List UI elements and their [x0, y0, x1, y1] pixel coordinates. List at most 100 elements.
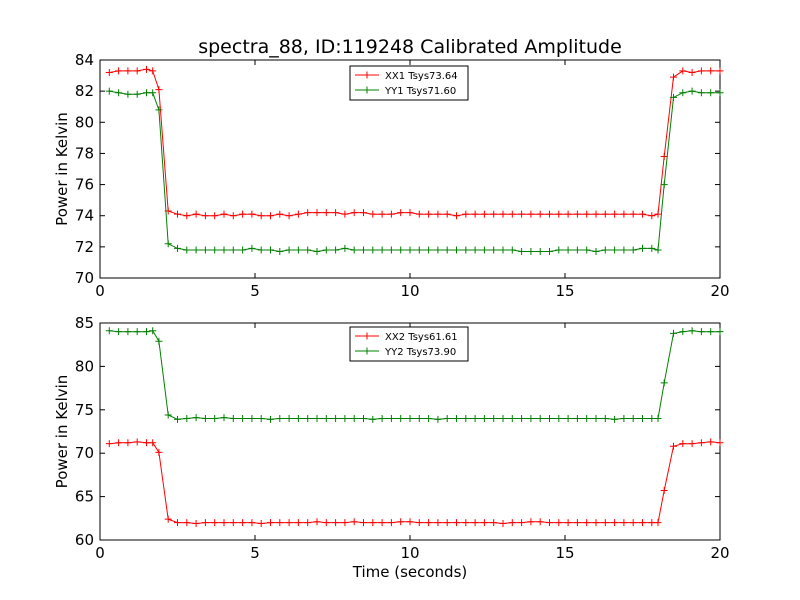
- data-point: [313, 248, 321, 256]
- data-point: [688, 68, 696, 76]
- data-point: [425, 519, 433, 527]
- data-point: [124, 439, 132, 447]
- data-point: [397, 518, 405, 526]
- data-point: [248, 244, 256, 252]
- data-point: [369, 246, 377, 254]
- data-point: [471, 210, 479, 218]
- legend: XX1 Tsys73.64 YY1 Tsys71.60: [349, 65, 469, 101]
- data-point: [564, 210, 572, 218]
- data-point: [555, 210, 563, 218]
- data-point: [601, 246, 609, 254]
- y-tick-label: 82: [75, 82, 94, 100]
- data-point: [707, 89, 715, 97]
- y-tick-label: 80: [75, 357, 94, 375]
- x-tick-label: 5: [250, 544, 260, 562]
- data-point: [434, 246, 442, 254]
- data-point: [201, 414, 209, 422]
- data-point: [304, 209, 312, 217]
- data-point: [239, 519, 247, 527]
- data-point: [425, 210, 433, 218]
- legend-label: YY2 Tsys73.90: [384, 347, 456, 358]
- data-point: [164, 240, 172, 248]
- data-point: [285, 519, 293, 527]
- legend: XX2 Tsys61.61 YY2 Tsys73.90: [349, 326, 469, 362]
- data-point: [248, 210, 256, 218]
- data-point: [536, 210, 544, 218]
- data-point: [629, 210, 637, 218]
- data-point: [115, 328, 123, 336]
- series-2: [105, 327, 724, 423]
- data-point: [499, 246, 507, 254]
- data-point: [155, 448, 163, 456]
- data-point: [518, 248, 526, 256]
- data-point: [115, 89, 123, 97]
- data-point: [453, 519, 460, 527]
- data-point: [229, 519, 237, 527]
- data-point: [425, 246, 433, 254]
- data-point: [220, 246, 228, 254]
- data-point: [294, 210, 302, 218]
- data-point: [294, 519, 302, 527]
- data-point: [105, 87, 113, 95]
- data-point: [332, 209, 340, 217]
- data-point: [155, 337, 163, 345]
- data-point: [378, 519, 386, 527]
- y-tick-label: 60: [75, 531, 94, 549]
- data-point: [174, 519, 181, 527]
- data-point: [229, 246, 237, 254]
- x-tick-label: 20: [710, 544, 729, 562]
- data-point: [304, 414, 312, 422]
- data-point: [480, 210, 488, 218]
- data-point: [660, 487, 668, 495]
- data-point: [276, 519, 284, 527]
- data-point: [564, 414, 572, 422]
- data-point: [654, 246, 662, 254]
- data-point: [164, 411, 172, 419]
- x-tick-label: 10: [400, 282, 419, 300]
- data-point: [415, 246, 423, 254]
- data-point: [583, 246, 591, 254]
- data-point: [285, 414, 293, 422]
- data-point: [149, 89, 157, 97]
- data-point: [332, 519, 340, 527]
- data-point: [387, 246, 395, 254]
- data-point: [350, 414, 358, 422]
- data-point: [471, 519, 479, 527]
- data-point: [546, 414, 553, 422]
- data-point: [201, 519, 209, 527]
- legend-label: XX1 Tsys73.64: [385, 71, 458, 82]
- data-point: [105, 440, 113, 448]
- data-point: [707, 67, 715, 75]
- data-point: [555, 519, 563, 527]
- data-point: [573, 414, 581, 422]
- data-point: [490, 414, 498, 422]
- data-point: [397, 209, 405, 217]
- data-point: [679, 328, 687, 336]
- data-point: [220, 414, 228, 422]
- series-2: [105, 87, 724, 256]
- data-point: [149, 67, 157, 75]
- data-point: [527, 414, 535, 422]
- legend-marker: [363, 71, 371, 79]
- data-point: [211, 212, 219, 220]
- legend-box: [349, 326, 469, 362]
- data-point: [660, 379, 668, 387]
- data-point: [387, 519, 395, 527]
- y-tick-label: 74: [75, 207, 94, 225]
- data-point: [322, 209, 330, 217]
- data-point: [716, 328, 724, 336]
- data-point: [620, 519, 628, 527]
- legend-entry: XX2 Tsys61.61: [355, 332, 458, 343]
- legend-label: XX2 Tsys61.61: [385, 332, 458, 343]
- data-point: [149, 327, 157, 335]
- data-point: [285, 246, 293, 254]
- data-point: [257, 520, 265, 528]
- data-point: [257, 414, 265, 422]
- data-point: [239, 246, 247, 254]
- data-point: [378, 414, 386, 422]
- x-axis-label: Time (seconds): [352, 563, 468, 581]
- data-point: [397, 414, 405, 422]
- data-point: [670, 329, 677, 337]
- data-point: [341, 210, 349, 218]
